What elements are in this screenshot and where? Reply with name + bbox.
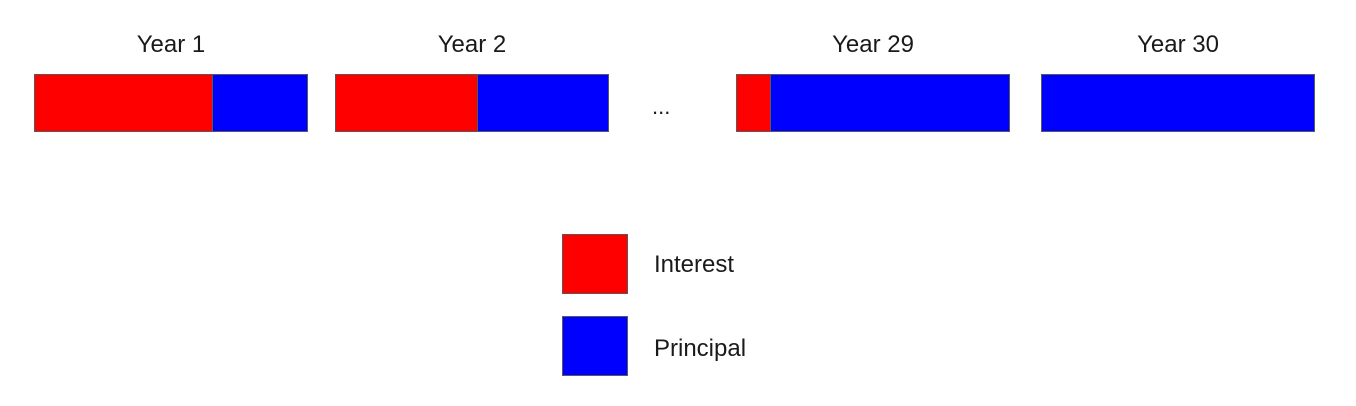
payment-bar xyxy=(1041,74,1315,132)
legend-swatch-interest xyxy=(562,234,628,294)
principal-segment xyxy=(477,75,608,131)
year-label: Year 2 xyxy=(437,31,507,58)
payment-bar xyxy=(736,74,1010,132)
principal-segment xyxy=(211,75,307,131)
year-label: Year 29 xyxy=(832,31,914,58)
ellipsis: ... xyxy=(652,94,671,119)
year-block-30: Year 30 xyxy=(1041,28,1315,132)
legend-label-interest: Interest xyxy=(654,251,735,278)
payment-bar xyxy=(34,74,308,132)
legend-label-principal: Principal xyxy=(654,335,747,362)
legend-swatch-principal xyxy=(562,316,628,376)
year-label: Year 30 xyxy=(1137,31,1219,58)
interest-segment xyxy=(336,75,478,131)
interest-segment xyxy=(35,75,212,131)
legend-item-principal: Principal xyxy=(562,316,802,376)
year-block-29: Year 29 xyxy=(736,28,1010,132)
year-block-2: Year 2 xyxy=(335,28,609,132)
principal-segment xyxy=(769,75,1009,131)
legend-item-interest: Interest xyxy=(562,234,802,294)
payment-bar xyxy=(335,74,609,132)
principal-segment xyxy=(1042,75,1314,131)
year-label: Year 1 xyxy=(136,31,206,58)
interest-segment xyxy=(737,75,770,131)
year-block-1: Year 1 xyxy=(34,28,308,132)
